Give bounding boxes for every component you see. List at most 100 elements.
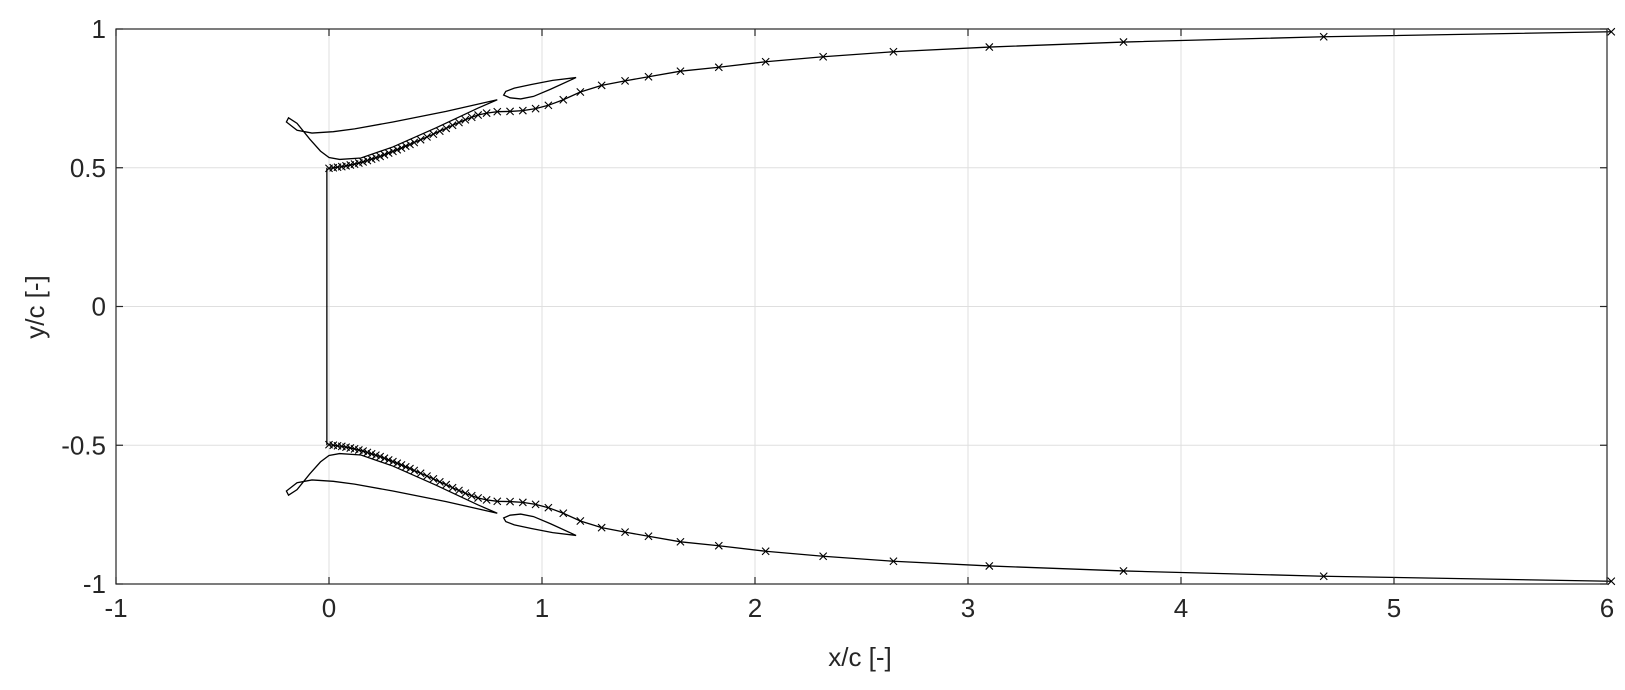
upper-airfoil-line xyxy=(285,99,498,161)
data-point-marker xyxy=(1607,27,1616,36)
lower-airfoil-line xyxy=(285,452,498,514)
data-point-marker xyxy=(454,118,463,127)
data-point-marker xyxy=(461,489,470,498)
data-point-marker xyxy=(676,537,685,546)
data-point-marker xyxy=(359,157,368,166)
y-axis-label: y/c [-] xyxy=(20,275,50,339)
x-tick-label: -1 xyxy=(104,593,127,623)
upper-airfoil-series xyxy=(285,99,498,161)
data-point-marker xyxy=(416,469,425,478)
data-point-marker xyxy=(363,448,372,457)
data-point-marker xyxy=(493,497,502,506)
data-point-marker xyxy=(531,500,540,509)
data-point-marker xyxy=(621,528,630,537)
data-point-marker xyxy=(1607,577,1616,586)
data-point-marker xyxy=(367,155,376,164)
y-tick-label: 0.5 xyxy=(70,153,106,183)
data-point-marker xyxy=(1319,572,1328,581)
y-tick-label: -1 xyxy=(83,569,106,599)
data-point-marker xyxy=(435,127,444,136)
x-tick-label: 1 xyxy=(535,593,549,623)
data-point-marker xyxy=(714,541,723,550)
upper-flap-series xyxy=(502,76,577,100)
data-point-marker xyxy=(1119,566,1128,575)
data-point-marker xyxy=(506,107,515,116)
data-point-marker xyxy=(401,462,410,471)
data-point-marker xyxy=(621,76,630,85)
data-point-marker xyxy=(889,557,898,566)
data-point-marker xyxy=(454,486,463,495)
data-point-marker xyxy=(482,495,491,504)
data-point-marker xyxy=(644,532,653,541)
data-point-marker xyxy=(559,95,568,104)
data-point-marker xyxy=(410,138,419,147)
lower-wake-series xyxy=(325,440,1616,586)
data-point-marker xyxy=(576,88,585,96)
lower-flap-series xyxy=(502,513,577,537)
data-point-marker xyxy=(467,491,476,500)
data-point-marker xyxy=(442,124,451,133)
data-point-marker xyxy=(384,149,393,158)
x-axis-label: x/c [-] xyxy=(828,642,892,672)
data-point-marker xyxy=(644,72,653,81)
y-tick-label: 1 xyxy=(92,14,106,44)
data-point-marker xyxy=(384,455,393,464)
data-point-marker xyxy=(506,497,515,506)
series-layer xyxy=(285,27,1616,586)
data-point-marker xyxy=(410,466,419,475)
data-point-marker xyxy=(461,115,470,124)
data-point-marker xyxy=(376,152,385,161)
data-point-marker xyxy=(401,142,410,151)
y-tick-label: -0.5 xyxy=(61,430,106,460)
data-point-marker xyxy=(393,145,402,154)
data-point-marker xyxy=(597,523,606,532)
data-point-marker xyxy=(676,67,685,76)
data-point-marker xyxy=(474,493,483,502)
data-point-marker xyxy=(1119,38,1128,47)
data-point-marker xyxy=(448,483,457,492)
data-point-marker xyxy=(518,106,527,115)
data-point-marker xyxy=(597,81,606,90)
data-point-marker xyxy=(544,101,553,110)
data-point-marker xyxy=(559,509,568,518)
data-point-marker xyxy=(442,480,451,489)
data-point-marker xyxy=(435,477,444,486)
data-point-marker xyxy=(397,460,406,469)
data-point-marker xyxy=(1319,32,1328,41)
data-point-marker xyxy=(429,130,438,139)
data-point-marker xyxy=(474,111,483,120)
data-point-marker xyxy=(380,150,389,159)
data-point-marker xyxy=(422,132,431,141)
upper-wake-series xyxy=(325,27,1616,173)
upper-flap-line xyxy=(502,76,577,100)
data-point-marker xyxy=(576,517,585,525)
x-tick-label: 4 xyxy=(1174,593,1188,623)
data-point-marker xyxy=(388,147,397,156)
tick-labels: -1 0 1 2 3 4 5 6 -1 -0.5 0 0.5 1 xyxy=(61,14,1614,623)
data-point-marker xyxy=(889,47,898,56)
data-point-marker xyxy=(448,121,457,130)
data-point-marker xyxy=(531,104,540,113)
data-point-marker xyxy=(493,107,502,116)
data-point-marker xyxy=(518,498,527,507)
data-point-marker xyxy=(714,63,723,72)
data-point-marker xyxy=(376,452,385,461)
data-point-marker xyxy=(422,472,431,481)
y-tick-label: 0 xyxy=(92,292,106,322)
data-point-marker xyxy=(467,113,476,122)
x-tick-label: 3 xyxy=(961,593,975,623)
data-point-marker xyxy=(371,153,380,162)
lower-airfoil-series xyxy=(285,452,498,514)
data-point-marker xyxy=(985,561,994,570)
data-point-marker xyxy=(405,140,414,149)
x-tick-label: 0 xyxy=(322,593,336,623)
data-point-marker xyxy=(416,135,425,144)
x-tick-label: 5 xyxy=(1387,593,1401,623)
x-tick-label: 2 xyxy=(748,593,762,623)
data-point-marker xyxy=(985,43,994,52)
data-point-marker xyxy=(544,503,553,512)
x-tick-label: 6 xyxy=(1600,593,1614,623)
data-point-marker xyxy=(363,156,372,165)
data-point-marker xyxy=(429,474,438,483)
